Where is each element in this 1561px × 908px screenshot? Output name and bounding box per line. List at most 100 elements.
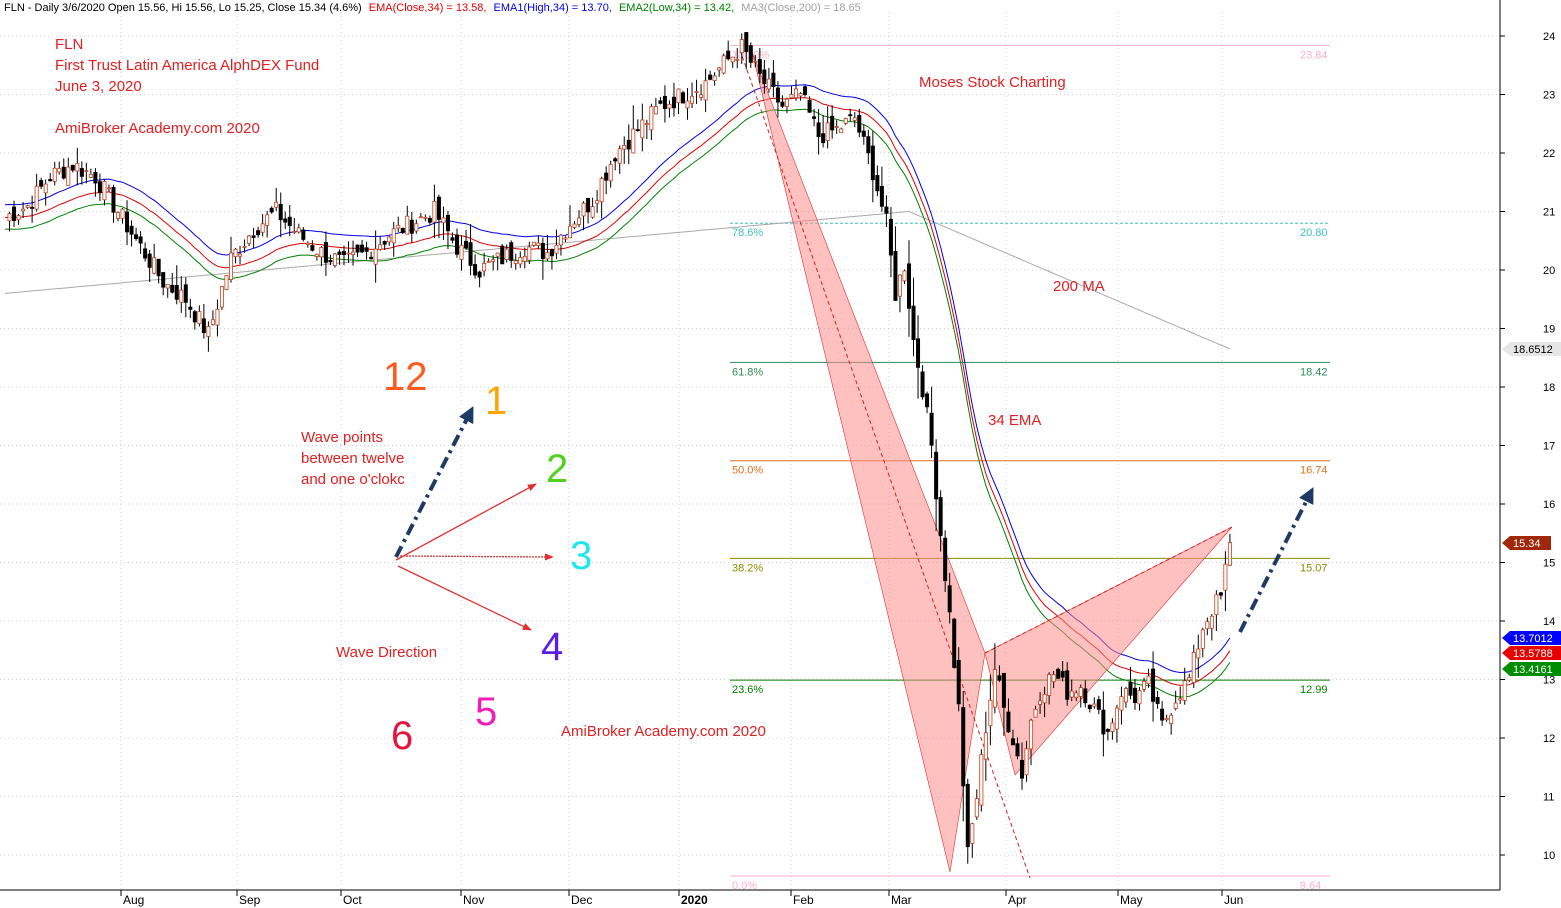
price-tag-box	[1502, 646, 1561, 660]
candle-body	[753, 60, 758, 63]
candle-body	[943, 537, 948, 582]
site-label-bottom: AmiBroker Academy.com 2020	[561, 723, 766, 740]
clock-number-2: 2	[546, 447, 568, 491]
fib-level-value: 23.84	[1300, 49, 1328, 61]
candle-body	[351, 251, 356, 255]
candle-body	[1051, 674, 1056, 683]
fib-level-value: 20.80	[1300, 227, 1328, 239]
candle-body	[1047, 674, 1052, 696]
y-tick-label: 17	[1543, 441, 1555, 453]
wave-arrow-to-1	[394, 406, 474, 558]
candle-body	[979, 754, 984, 806]
candle-body	[961, 707, 966, 787]
candle-body	[852, 117, 857, 121]
ma200-label: 200 MA	[1053, 278, 1105, 295]
candle-body	[540, 243, 545, 259]
candle-body	[382, 241, 387, 245]
candle-body	[1227, 542, 1232, 566]
candle-body	[341, 250, 346, 255]
candle-body	[43, 183, 48, 194]
wave-arrow-to-3	[399, 553, 554, 561]
candle-body	[495, 252, 500, 257]
candle-body	[477, 271, 482, 278]
candle-body	[1056, 668, 1061, 679]
candle-body	[803, 86, 808, 96]
candle-body	[310, 245, 315, 251]
candle-body	[337, 251, 342, 255]
y-tick-label: 12	[1543, 733, 1555, 745]
candle-body	[518, 257, 523, 265]
fib-level-pct: 61.8%	[732, 366, 763, 378]
candle-body	[1119, 696, 1124, 711]
candle-body	[278, 204, 283, 221]
candle-body	[396, 224, 401, 229]
candle-body	[369, 256, 374, 260]
candle-body	[549, 249, 554, 257]
candle-body	[111, 187, 116, 213]
candle-body	[1155, 697, 1160, 704]
ticker-label: FLN	[55, 36, 83, 53]
candle-body	[1164, 717, 1169, 721]
header-symbol-info: FLN - Daily 3/6/2020 Open 15.56, Hi 15.5…	[4, 2, 362, 14]
candle-body	[323, 242, 328, 263]
x-tick-label: May	[1120, 893, 1143, 907]
candle-body	[848, 114, 853, 117]
fund-name-label: First Trust Latin America AlphDEX Fund	[55, 57, 319, 74]
fib-level-pct: 0.0%	[732, 880, 757, 892]
candle-body	[992, 669, 997, 708]
candle-body	[319, 247, 324, 258]
candle-body	[491, 259, 496, 262]
candle-body	[106, 187, 111, 190]
candle-body	[486, 260, 491, 263]
candle-body	[1065, 670, 1070, 700]
candle-body	[988, 699, 993, 727]
candle-body	[129, 225, 134, 235]
candle-body	[215, 308, 220, 326]
price-tag-box	[1502, 342, 1561, 356]
candle-body	[938, 497, 943, 536]
candle-body	[911, 305, 916, 341]
candle-body	[572, 223, 577, 228]
candle-body	[1214, 594, 1219, 616]
candle-body	[929, 412, 934, 446]
candle-body	[893, 251, 898, 301]
y-tick-label: 18	[1543, 382, 1555, 394]
candle-body	[1029, 719, 1034, 750]
candle-body	[70, 164, 75, 171]
candle-body	[1015, 743, 1020, 757]
candle-body	[292, 231, 297, 233]
candle-body	[888, 218, 893, 256]
candle-body	[427, 218, 432, 223]
candle-body	[188, 306, 193, 310]
candle-body	[1133, 687, 1138, 703]
candle-body	[391, 228, 396, 244]
candle-body	[228, 252, 233, 280]
wave-points-line3: and one o'clokc	[301, 471, 405, 488]
candle-body	[12, 206, 17, 221]
candle-body	[414, 223, 419, 232]
candle-body	[1105, 729, 1110, 732]
header-line: FLN - Daily 3/6/2020 Open 15.56, Hi 15.5…	[4, 2, 861, 14]
x-tick-label: Feb	[793, 893, 814, 907]
candle-body	[1205, 621, 1210, 630]
candle-body	[256, 230, 261, 236]
candle-body	[454, 234, 459, 255]
clock-number-4: 4	[541, 625, 563, 669]
candle-body	[875, 175, 880, 192]
candle-body	[866, 136, 871, 154]
y-tick-label: 11	[1543, 792, 1554, 804]
x-tick-label: Jun	[1224, 893, 1243, 907]
candle-body	[48, 179, 53, 182]
candle-body	[644, 123, 649, 125]
clock-number-5: 5	[475, 690, 497, 734]
header-ema2: EMA2(Low,34) = 13.42,	[619, 2, 734, 14]
y-tick-label: 14	[1543, 616, 1555, 628]
fib-level-value: 12.99	[1300, 684, 1328, 696]
candle-body	[635, 129, 640, 132]
clock-number-3: 3	[570, 534, 592, 578]
candle-body	[1110, 722, 1115, 732]
candle-body	[1146, 675, 1151, 685]
y-tick-label: 16	[1543, 499, 1555, 511]
candle-body	[839, 128, 844, 134]
candle-body	[762, 69, 767, 85]
